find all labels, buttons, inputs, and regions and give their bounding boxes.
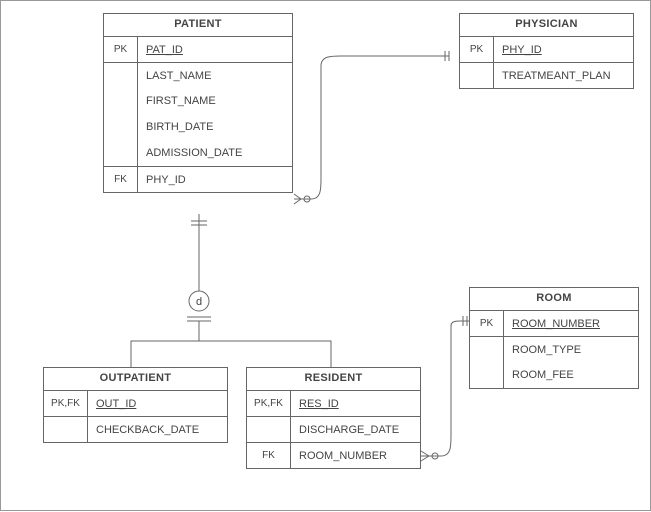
key-cell (104, 63, 138, 88)
key-cell (104, 114, 138, 140)
attr-cell: PHY_ID (494, 44, 633, 56)
attr-cell: DISCHARGE_DATE (291, 424, 420, 436)
entity-resident: RESIDENT PK,FK RES_ID DISCHARGE_DATE FK … (246, 367, 421, 469)
key-cell (470, 362, 504, 388)
attr-cell: PHY_ID (138, 174, 292, 186)
entity-title: PHYSICIAN (460, 14, 633, 36)
key-cell (104, 88, 138, 114)
key-cell: PK (460, 37, 494, 62)
attr-cell: ROOM_NUMBER (504, 318, 638, 330)
attr-cell: BIRTH_DATE (138, 121, 292, 133)
entity-outpatient: OUTPATIENT PK,FK OUT_ID CHECKBACK_DATE (43, 367, 228, 443)
connector-patient-physician (294, 56, 449, 199)
entity-title: OUTPATIENT (44, 368, 227, 390)
key-cell: PK,FK (247, 391, 291, 416)
attr-cell: CHECKBACK_DATE (88, 424, 227, 436)
key-cell: PK,FK (44, 391, 88, 416)
connector-d-resident (199, 321, 331, 367)
attr-cell: LAST_NAME (138, 70, 292, 82)
entity-title: PATIENT (104, 14, 292, 36)
connector-d-outpatient (131, 321, 199, 367)
attr-cell: ADMISSION_DATE (138, 147, 292, 159)
entity-title: ROOM (470, 288, 638, 310)
entity-patient: PATIENT PK PAT_ID LAST_NAME FIRST_NAME B… (103, 13, 293, 193)
key-cell: PK (470, 311, 504, 336)
attr-cell: ROOM_NUMBER (291, 450, 420, 462)
attr-cell: ROOM_TYPE (504, 344, 638, 356)
key-cell: PK (104, 37, 138, 62)
er-diagram-canvas: PATIENT PK PAT_ID LAST_NAME FIRST_NAME B… (0, 0, 651, 511)
discriminator-label: d (196, 296, 202, 308)
entity-physician: PHYSICIAN PK PHY_ID TREATMEANT_PLAN (459, 13, 634, 89)
key-cell (460, 63, 494, 88)
attr-cell: OUT_ID (88, 398, 227, 410)
key-cell (247, 417, 291, 442)
connector-resident-room (421, 321, 469, 456)
entity-title: RESIDENT (247, 368, 420, 390)
key-cell (470, 337, 504, 362)
key-cell: FK (104, 167, 138, 192)
key-cell (44, 417, 88, 442)
attr-cell: TREATMEANT_PLAN (494, 70, 633, 82)
attr-cell: ROOM_FEE (504, 369, 638, 381)
attr-cell: PAT_ID (138, 44, 292, 56)
key-cell: FK (247, 443, 291, 468)
attr-cell: FIRST_NAME (138, 95, 292, 107)
attr-cell: RES_ID (291, 398, 420, 410)
entity-room: ROOM PK ROOM_NUMBER ROOM_TYPE ROOM_FEE (469, 287, 639, 389)
key-cell (104, 140, 138, 166)
